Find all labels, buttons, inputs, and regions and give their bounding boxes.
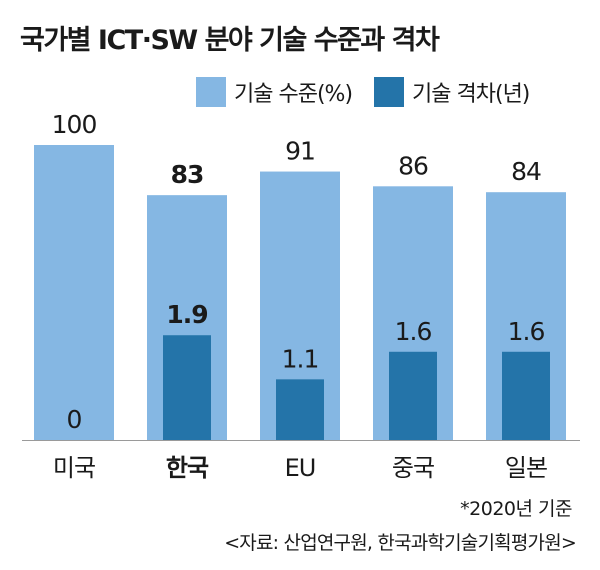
legend-swatch-gap — [374, 77, 405, 107]
legend: 기술 수준(%) 기술 격차(년) — [196, 76, 551, 108]
gap-bar-2 — [276, 379, 324, 440]
category-label-3: 중국 — [392, 454, 434, 482]
gap-bar-1 — [163, 335, 211, 440]
base-year-note: *2020년 기준 — [460, 498, 572, 520]
legend-label-gap: 기술 격차(년) — [412, 82, 530, 107]
legend-label-level: 기술 수준(%) — [234, 82, 353, 107]
gap-value-label-0: 0 — [67, 405, 82, 434]
category-label-0: 미국 — [53, 454, 95, 482]
gap-value-label-1: 1.9 — [166, 300, 207, 329]
level-value-label-4: 84 — [511, 157, 541, 186]
level-value-label-2: 91 — [285, 137, 315, 166]
category-label-2: EU — [285, 454, 316, 482]
legend-swatch-level — [196, 77, 226, 107]
chart-title: 국가별 ICT·SW 분야 기술 수준과 격차 — [20, 25, 440, 56]
level-value-label-1: 83 — [171, 160, 204, 189]
source-note: <자료: 산업연구원, 한국과학기술기획평가원> — [224, 532, 577, 554]
gap-bar-3 — [389, 351, 437, 440]
gap-value-label-3: 1.6 — [395, 317, 432, 346]
legend-item-level: 기술 수준(%) — [196, 76, 353, 108]
legend-item-gap: 기술 격차(년) — [374, 76, 530, 108]
category-label-1: 한국 — [166, 454, 209, 482]
gap-value-label-2: 1.1 — [282, 344, 319, 373]
level-bar-0 — [34, 145, 114, 440]
level-value-label-3: 86 — [398, 151, 428, 180]
level-value-label-0: 100 — [52, 110, 97, 139]
gap-value-label-4: 1.6 — [508, 317, 545, 346]
category-label-4: 일본 — [505, 454, 547, 482]
gap-bar-4 — [502, 351, 550, 440]
